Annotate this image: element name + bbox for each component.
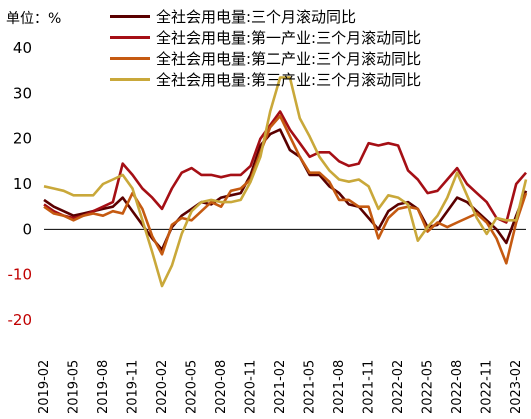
legend-item: 全社会用电量:三个月滚动同比 xyxy=(110,6,421,27)
x-tick-label: 2023-02 xyxy=(509,360,524,414)
legend-item: 全社会用电量:第二产业:三个月滚动同比 xyxy=(110,48,421,69)
x-tick-label: 2021-05 xyxy=(303,360,318,414)
legend-label: 全社会用电量:第二产业:三个月滚动同比 xyxy=(156,50,422,68)
x-tick-label: 2022-11 xyxy=(480,360,495,414)
series-line-1 xyxy=(43,128,528,251)
x-tick-label: 2022-02 xyxy=(391,360,406,414)
unit-label: 单位：% xyxy=(6,11,62,27)
x-tick-label: 2019-05 xyxy=(67,360,82,414)
x-tick-label: 2019-02 xyxy=(37,360,52,414)
x-tick-label: 2022-08 xyxy=(450,360,465,414)
x-tick-label: 2019-08 xyxy=(96,360,111,414)
legend-item: 全社会用电量:第一产业:三个月滚动同比 xyxy=(110,27,421,48)
legend: 全社会用电量:三个月滚动同比 全社会用电量:第一产业:三个月滚动同比 全社会用电… xyxy=(110,6,421,90)
y-tick-label: 40 xyxy=(13,39,32,57)
legend-swatch xyxy=(110,57,150,60)
x-tick-label: 2021-02 xyxy=(273,360,288,414)
x-tick-label: 2020-02 xyxy=(155,360,170,414)
legend-swatch xyxy=(110,15,150,18)
series-line-3 xyxy=(43,114,528,265)
x-tick-label: 2020-05 xyxy=(185,360,200,414)
legend-swatch xyxy=(110,78,150,81)
y-tick-label: 10 xyxy=(13,175,32,193)
legend-item: 全社会用电量:第三产业:三个月滚动同比 xyxy=(110,69,421,90)
x-tick-label: 2020-11 xyxy=(244,360,259,414)
legend-swatch xyxy=(110,36,150,39)
x-tick-label: 2022-05 xyxy=(421,360,436,414)
series-line-2 xyxy=(43,110,527,224)
y-tick-label: -20 xyxy=(8,311,33,329)
y-tick-label: 0 xyxy=(22,220,32,238)
x-tick-label: 2021-08 xyxy=(332,360,347,414)
y-tick-label: 20 xyxy=(13,130,32,148)
legend-label: 全社会用电量:第一产业:三个月滚动同比 xyxy=(156,29,422,47)
y-tick-label: -10 xyxy=(8,266,33,284)
legend-label: 全社会用电量:第三产业:三个月滚动同比 xyxy=(156,71,422,89)
x-tick-label: 2020-08 xyxy=(214,360,229,414)
legend-label: 全社会用电量:三个月滚动同比 xyxy=(156,8,357,26)
x-tick-label: 2021-11 xyxy=(362,360,377,414)
x-tick-label: 2019-11 xyxy=(126,360,141,414)
series-line-4 xyxy=(43,76,528,288)
y-tick-label: 30 xyxy=(13,84,32,102)
